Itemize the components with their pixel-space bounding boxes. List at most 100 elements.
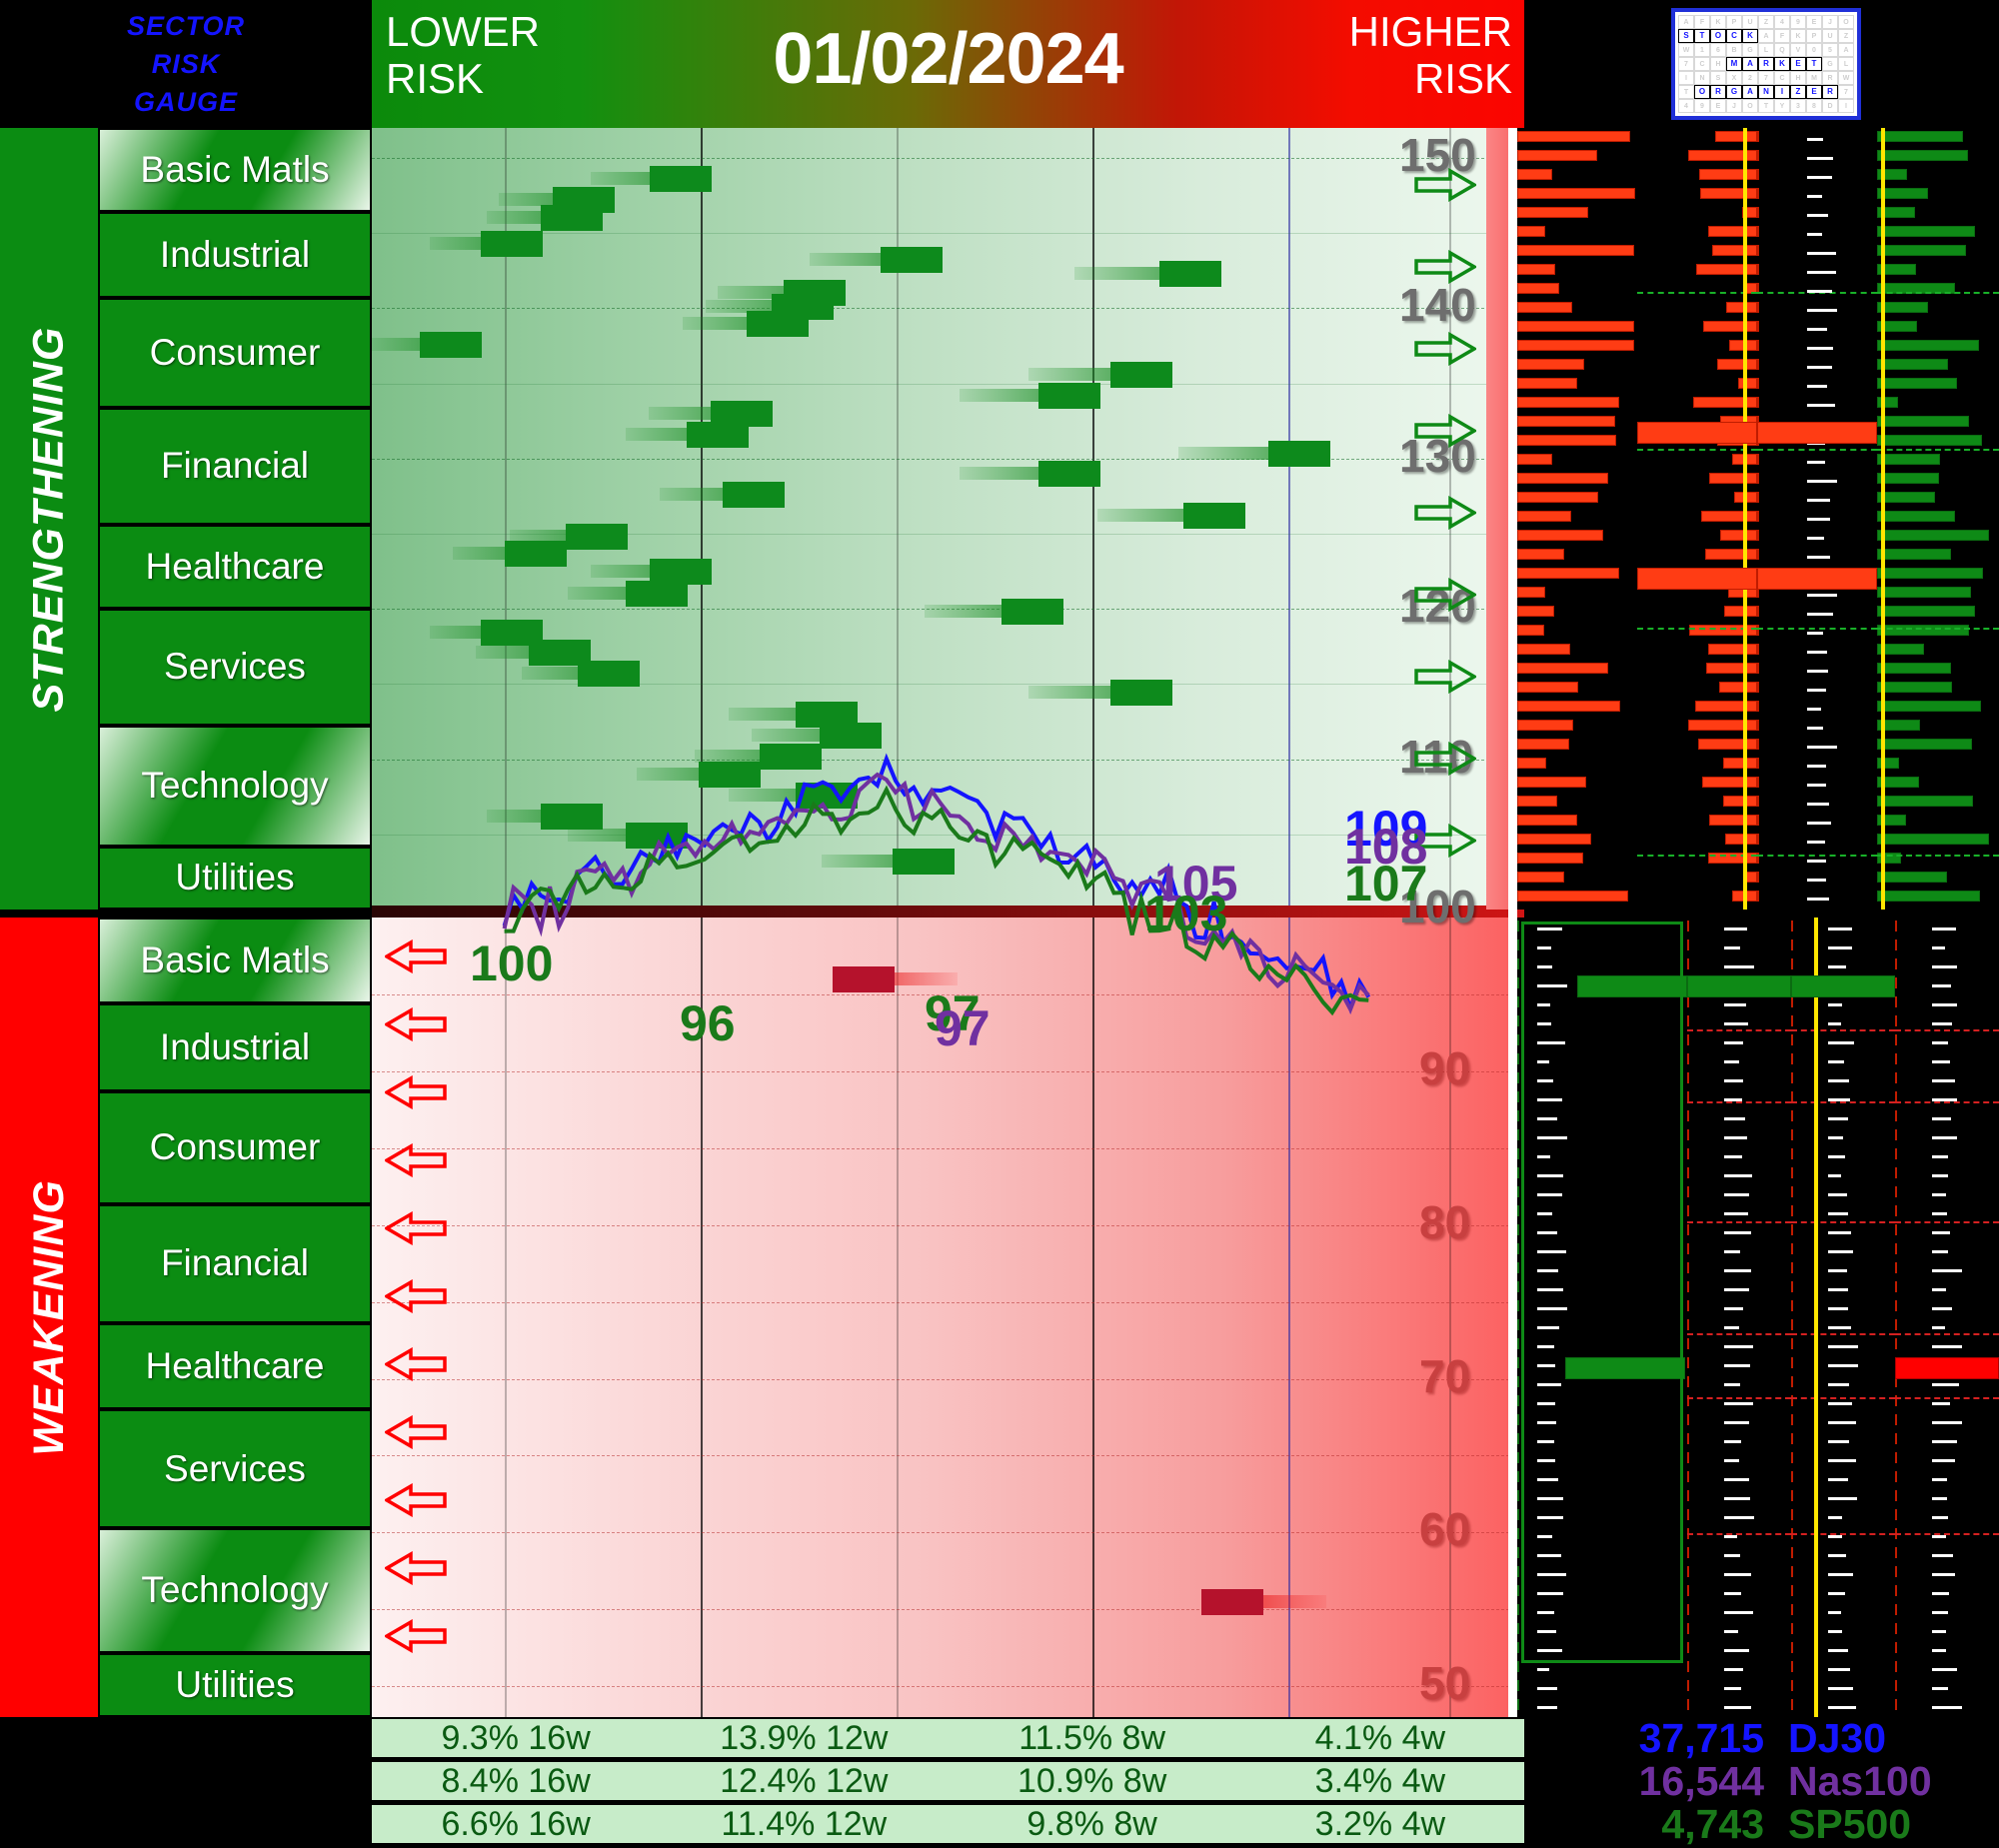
sector-marker-bar[interactable]: [429, 230, 543, 257]
sector-row-technology[interactable]: Technology: [98, 725, 372, 847]
sector-marker-bar[interactable]: [498, 187, 616, 214]
weakening-chart[interactable]: [372, 918, 1524, 1717]
sp500-start-value: 103: [1144, 886, 1228, 941]
sector-marker-bar[interactable]: [821, 848, 956, 875]
high-risk-edge-band: [1486, 128, 1508, 910]
logo-letter-cell: O: [1694, 85, 1710, 99]
histogram-bar: [1791, 1509, 1793, 1520]
histogram-bar: [1517, 1585, 1519, 1596]
sector-marker-bar[interactable]: [833, 965, 959, 992]
histogram-bar: [1517, 1433, 1519, 1444]
marker-head: [577, 660, 640, 687]
histogram-bar: [1517, 1699, 1519, 1710]
sector-marker-bar[interactable]: [568, 581, 689, 608]
sector-row-consumer[interactable]: Consumer: [98, 298, 372, 409]
strengthening-chart[interactable]: [372, 128, 1524, 911]
sector-label: Basic Matls: [140, 149, 330, 191]
histogram-tick: [1807, 650, 1828, 654]
report-date: 01/02/2024: [773, 19, 1123, 99]
logo-line-2: RISK: [151, 48, 221, 79]
sector-row-financial[interactable]: Financial: [98, 408, 372, 525]
histogram-tick: [1807, 783, 1826, 787]
sector-row-services[interactable]: Services: [98, 1408, 372, 1529]
histogram-bar: [1687, 1395, 1689, 1406]
sector-row-healthcare[interactable]: Healthcare: [98, 524, 372, 609]
histogram-tick: [1537, 1496, 1564, 1500]
weakening-arrow-icon: [383, 1414, 447, 1450]
logo-filler-cell: P: [1806, 29, 1822, 43]
chart-gridline-horizontal: [372, 759, 1524, 761]
index-name: DJ30: [1788, 1715, 1887, 1761]
sector-marker-bar[interactable]: [487, 205, 604, 232]
sector-marker-bar[interactable]: [925, 599, 1064, 626]
histogram-tick: [1807, 460, 1825, 464]
histogram-threshold-line: [1687, 1333, 1791, 1335]
histogram-bar: [1791, 1490, 1793, 1501]
histogram-bar: [1687, 1357, 1689, 1368]
sector-marker-bar[interactable]: [591, 558, 713, 585]
sector-row-technology[interactable]: Technology: [98, 1528, 372, 1653]
histogram-bar: [1791, 1376, 1793, 1387]
histogram-tick: [1537, 1268, 1559, 1272]
histogram-bar: [1877, 397, 1898, 408]
sector-marker-bar[interactable]: [683, 310, 810, 337]
histogram-bar: [1757, 321, 1759, 332]
index-name: Nas100: [1788, 1758, 1932, 1804]
sector-marker-bar[interactable]: [1178, 441, 1331, 468]
sector-marker-bar[interactable]: [960, 382, 1100, 409]
histogram-tick: [1724, 1287, 1749, 1291]
sector-row-services[interactable]: Services: [98, 608, 372, 726]
histogram-tick: [1932, 1268, 1962, 1272]
index-row: 37,715 DJ30: [1524, 1715, 1999, 1761]
sector-marker-bar[interactable]: [510, 524, 628, 551]
sector-marker-bar[interactable]: [487, 803, 604, 830]
sector-marker-bar[interactable]: [1097, 502, 1246, 529]
histogram-bar: [1895, 1471, 1897, 1482]
histogram-highlight-bar: [1895, 1357, 1999, 1379]
sector-row-industrial[interactable]: Industrial: [98, 1002, 372, 1092]
sector-row-financial[interactable]: Financial: [98, 1203, 372, 1323]
histogram-threshold-line: [1895, 1029, 1999, 1031]
sector-marker-bar[interactable]: [1201, 1588, 1327, 1615]
higher-risk-line1: HIGHER: [1348, 8, 1512, 55]
histogram-tick: [1537, 1230, 1557, 1234]
histogram-bar: [1877, 891, 1980, 902]
sector-marker-bar[interactable]: [521, 660, 640, 687]
sector-row-utilities[interactable]: Utilities: [98, 846, 372, 910]
sector-marker-bar[interactable]: [591, 166, 713, 193]
sector-row-industrial[interactable]: Industrial: [98, 212, 372, 299]
sector-marker-bar[interactable]: [568, 823, 689, 850]
sector-marker-bar[interactable]: [960, 460, 1100, 487]
sector-marker-bar[interactable]: [810, 247, 943, 274]
histogram-bar: [1687, 1585, 1689, 1596]
histogram-bar: [1757, 625, 1759, 636]
histogram-tick: [1724, 1059, 1740, 1063]
sector-marker-bar[interactable]: [637, 761, 761, 788]
sector-row-consumer[interactable]: Consumer: [98, 1091, 372, 1204]
histogram-bar: [1517, 958, 1519, 969]
sector-marker-bar[interactable]: [452, 540, 567, 567]
index-value: 4,743: [1661, 1801, 1764, 1847]
histogram-tick: [1537, 1116, 1558, 1120]
sector-marker-bar[interactable]: [1028, 680, 1173, 707]
sector-marker-bar[interactable]: [429, 620, 543, 647]
histogram-bar: [1757, 188, 1759, 199]
histogram-bar: [1877, 359, 1948, 370]
histogram-bar: [1895, 1661, 1897, 1672]
sector-marker-bar[interactable]: [372, 331, 482, 358]
histogram-tick: [1724, 1173, 1753, 1177]
sector-row-basic-matls[interactable]: Basic Matls: [98, 128, 372, 213]
sector-marker-bar[interactable]: [752, 722, 883, 749]
sector-row-healthcare[interactable]: Healthcare: [98, 1322, 372, 1409]
sector-row-utilities[interactable]: Utilities: [98, 1652, 372, 1717]
logo-filler-cell: 7: [1838, 85, 1854, 99]
logo-filler-cell: A: [1838, 43, 1854, 57]
sector-marker-bar[interactable]: [1074, 260, 1221, 287]
sector-row-basic-matls[interactable]: Basic Matls: [98, 918, 372, 1003]
chart-gridline-vertical: [1449, 918, 1452, 1717]
sector-marker-bar[interactable]: [660, 481, 786, 508]
sector-marker-bar[interactable]: [1028, 361, 1173, 388]
sector-marker-bar[interactable]: [694, 743, 822, 770]
histogram-tick: [1932, 1173, 1949, 1177]
sector-marker-bar[interactable]: [625, 421, 749, 448]
